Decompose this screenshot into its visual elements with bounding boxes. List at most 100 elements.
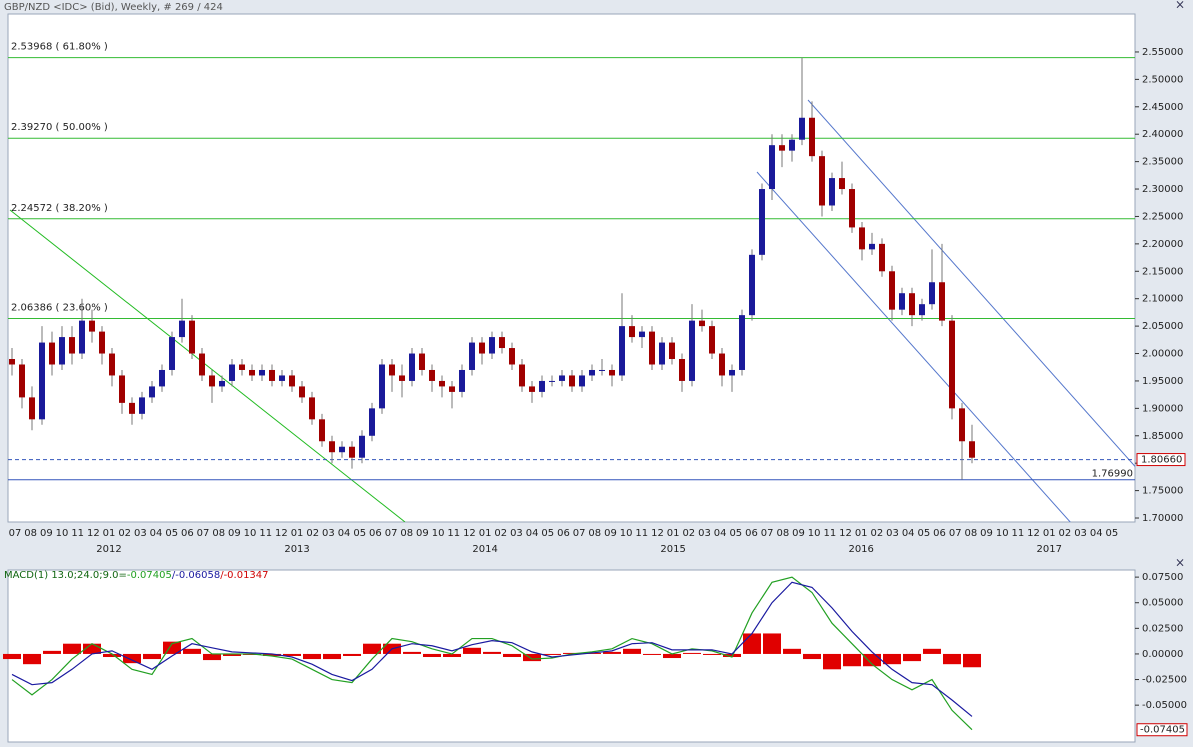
candle-body [419, 353, 425, 370]
chart-title: GBP/NZD <IDC> (Bid), Weekly, # 269 / 424 [4, 2, 223, 13]
x-tick-label: 12 [275, 528, 288, 539]
x-tick-label: 01 [291, 528, 304, 539]
y-tick-label: 2.20000 [1142, 239, 1183, 250]
macd-header: MACD(1) 13.0;24.0;9.0=-0.07405/-0.06058/… [4, 570, 269, 581]
candle-body [199, 353, 205, 376]
candle-body [469, 342, 475, 370]
year-label: 2013 [284, 544, 309, 555]
histogram-bar [963, 653, 981, 668]
histogram-bar [543, 653, 561, 655]
histogram-bar [903, 653, 921, 662]
x-tick-label: 07 [9, 528, 22, 539]
candle-body [569, 375, 575, 387]
candle-body [589, 369, 595, 376]
y-tick-label: 2.50000 [1142, 74, 1183, 85]
candle-body [99, 331, 105, 354]
y-tick-label: 1.70000 [1142, 513, 1183, 524]
x-tick-label: 06 [933, 528, 946, 539]
candle-body [289, 375, 295, 387]
x-tick-label: 03 [1074, 528, 1087, 539]
macd-line [11, 576, 973, 731]
candle-body [929, 282, 935, 305]
candle-body [499, 337, 505, 349]
y-tick-label: 2.25000 [1142, 211, 1183, 222]
y-tick-label: 2.45000 [1142, 102, 1183, 113]
histogram-bar [363, 643, 381, 654]
candle-body [909, 293, 915, 316]
candle-body [809, 117, 815, 157]
histogram-bar [423, 653, 441, 658]
histogram-bar [663, 653, 681, 659]
candle-body [29, 397, 35, 420]
histogram-bar [863, 653, 881, 667]
histogram-bar [523, 653, 541, 662]
candle-body [319, 419, 325, 442]
x-tick-label: 12 [1027, 528, 1040, 539]
year-label: 2016 [848, 544, 873, 555]
hist-value: -0.01347 [224, 570, 269, 581]
x-tick-label: 12 [839, 528, 852, 539]
candle-body [489, 337, 495, 354]
candle-body [459, 369, 465, 392]
histogram-bar [783, 648, 801, 654]
support-label: 1.76990 [1092, 469, 1133, 480]
candle-body [709, 326, 715, 354]
candle-body [349, 446, 355, 458]
y-tick-label: 2.00000 [1142, 349, 1183, 360]
x-tick-label: 07 [761, 528, 774, 539]
candle-body [379, 364, 385, 409]
x-tick-label: 10 [432, 528, 445, 539]
y-tick-label: 2.10000 [1142, 294, 1183, 305]
histogram-bar [603, 651, 621, 654]
candle-body [389, 364, 395, 376]
candle-body [509, 348, 515, 365]
year-label: 2017 [1036, 544, 1061, 555]
y-tick-label: 0.00000 [1142, 649, 1183, 660]
last-price-label: 1.80660 [1141, 455, 1182, 466]
macd-title: MACD(1) 13.0;24.0;9.0= [4, 570, 127, 581]
year-label: 2015 [660, 544, 685, 555]
candle-body [189, 320, 195, 354]
fib-label: 2.24572 ( 38.20% ) [11, 203, 108, 214]
candle-body [659, 342, 665, 365]
macd-box-label: -0.07405 [1140, 725, 1185, 736]
x-tick-label: 01 [667, 528, 680, 539]
histogram-bar [183, 648, 201, 654]
x-tick-label: 11 [823, 528, 836, 539]
x-tick-label: 12 [87, 528, 100, 539]
candle-body [549, 380, 555, 382]
x-tick-label: 07 [949, 528, 962, 539]
y-tick-label: 0.07500 [1142, 572, 1183, 583]
x-tick-label: 04 [714, 528, 727, 539]
close-icon[interactable]: × [1175, 0, 1185, 12]
close-icon[interactable]: × [1175, 556, 1185, 570]
candle-body [9, 359, 15, 365]
candle-body [429, 369, 435, 381]
histogram-bar [763, 633, 781, 654]
x-tick-label: 12 [463, 528, 476, 539]
y-tick-label: 2.55000 [1142, 47, 1183, 58]
candle-body [269, 369, 275, 381]
channel-upper [807, 99, 1135, 468]
candle-body [339, 446, 345, 453]
x-tick-label: 09 [604, 528, 617, 539]
fib-label: 2.39270 ( 50.00% ) [11, 122, 108, 133]
candle-body [629, 326, 635, 338]
x-tick-label: 12 [651, 528, 664, 539]
y-tick-label: 2.15000 [1142, 266, 1183, 277]
x-tick-label: 05 [1106, 528, 1119, 539]
candle-body [139, 397, 145, 414]
signal-value: -0.06058 [175, 570, 220, 581]
candle-body [239, 364, 245, 370]
histogram-bar [343, 653, 361, 656]
candle-body [89, 320, 95, 332]
candle-body [639, 331, 645, 338]
histogram-bar [3, 653, 21, 660]
candle-body [279, 375, 285, 381]
y-tick-label: -0.02500 [1142, 675, 1187, 686]
x-tick-label: 02 [118, 528, 131, 539]
x-tick-label: 06 [745, 528, 758, 539]
x-tick-label: 03 [698, 528, 711, 539]
